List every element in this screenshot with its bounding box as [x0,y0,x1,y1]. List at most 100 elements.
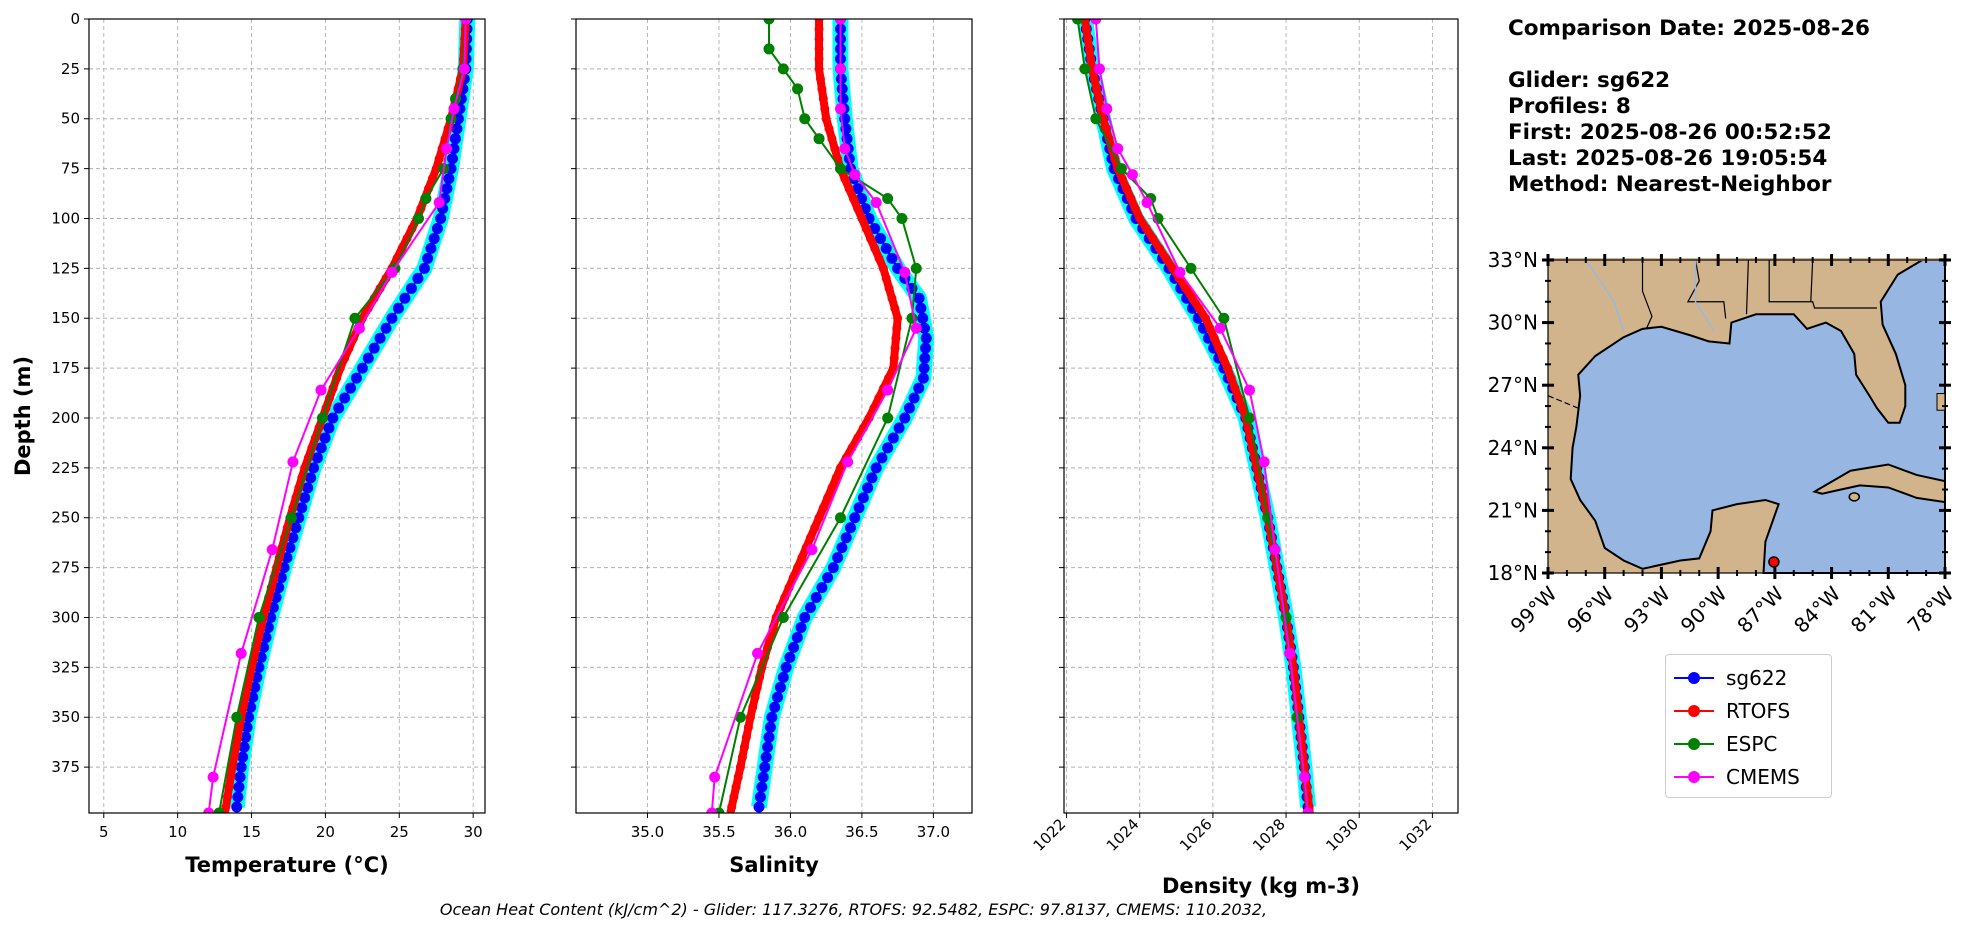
map-y-tick-label: 27°N [1488,373,1538,397]
y-tick-label: 100 [51,209,80,227]
data-point-sg622 [917,372,929,384]
axes-frame [88,18,486,814]
data-point-rtofs [827,483,837,493]
data-point-rtofs [745,712,755,722]
data-point-cmems [1093,63,1105,75]
data-point-rtofs [1154,243,1164,253]
data-point-espc [213,807,225,813]
x-tick-label: 35.5 [702,823,735,841]
data-point-cmems [1258,456,1270,468]
data-point-cmems [910,322,922,334]
data-point-cmems [1126,169,1138,181]
data-point-rtofs [226,772,236,782]
y-tick-label: 300 [51,608,80,626]
y-axis-label: Depth (m) [11,356,35,476]
data-point-sg622 [753,801,765,813]
x-tick-label: 5 [99,823,109,841]
x-tick-label: 1030 [1322,815,1362,855]
country-border [1547,395,1579,409]
data-point-rtofs [244,672,254,682]
info-box: Comparison Date: 2025-08-26 Glider: sg62… [1508,16,1870,198]
x-tick-label: 1028 [1249,815,1289,855]
data-point-sg622 [795,621,807,633]
data-point-sg622 [918,322,930,334]
data-point-espc [813,133,825,145]
data-point-sg622 [769,701,781,713]
data-point-espc [763,19,775,25]
data-point-sg622 [754,791,766,803]
data-point-sg622 [887,432,899,444]
data-point-rtofs [741,732,751,742]
x-tick-label: 25 [390,823,409,841]
data-point-rtofs [884,373,894,383]
data-point-cmems [235,647,247,659]
data-point-sg622 [392,302,404,314]
state-border [1810,259,1814,302]
data-point-cmems [1090,19,1102,25]
data-point-sg622 [832,552,844,564]
data-point-sg622 [302,482,314,494]
y-tick-label: 275 [51,559,80,577]
data-point-sg622 [305,472,317,484]
axes-frame [1063,18,1459,814]
data-point-cmems [834,103,846,115]
data-point-sg622 [866,472,878,484]
series-line-espc [717,19,918,813]
data-point-espc [285,512,297,524]
data-point-sg622 [849,512,861,524]
data-point-rtofs [1226,373,1236,383]
data-point-sg622 [759,761,771,773]
data-point-rtofs [223,792,233,802]
data-point-sg622 [899,412,911,424]
data-point-rtofs [810,523,820,533]
data-point-rtofs [227,762,237,772]
x-tick-label: 1026 [1176,815,1216,855]
map-x-tick-label: 81°W [1846,581,1902,637]
data-point-rtofs [1086,54,1096,64]
data-point-rtofs [1218,353,1228,363]
data-point-rtofs [1122,184,1132,194]
data-point-sg622 [869,222,881,234]
data-point-sg622 [918,362,930,374]
data-point-espc [420,193,432,205]
glider-name: Glider: sg622 [1508,68,1671,93]
cuba [1811,463,1946,504]
data-point-cmems [433,197,445,209]
state-border [1745,259,1749,315]
data-point-rtofs [1126,194,1136,204]
data-point-sg622 [844,522,856,534]
data-point-rtofs [835,463,845,473]
data-point-espc [910,262,922,274]
data-point-rtofs [870,243,880,253]
data-point-rtofs [729,792,739,802]
data-point-sg622 [919,352,931,364]
glider-location-marker [1768,556,1780,568]
data-point-sg622 [766,711,778,723]
y-tick-label: 250 [51,509,80,527]
data-point-rtofs [814,64,824,74]
series-line-rtofs [1080,19,1314,813]
data-point-sg622 [836,542,848,554]
map-y-tick-label: 33°N [1488,248,1538,272]
data-point-rtofs [1234,393,1244,403]
data-point-rtofs [1084,44,1094,54]
data-point-sg622 [296,502,308,514]
data-point-rtofs [431,164,441,174]
data-point-sg622 [777,671,789,683]
data-point-rtofs [830,144,840,154]
data-point-rtofs [238,702,248,712]
data-point-espc [882,412,894,424]
data-point-cmems [834,19,846,25]
x-tick-label: 20 [316,823,335,841]
data-point-rtofs [857,213,867,223]
data-point-rtofs [844,184,854,194]
data-point-rtofs [234,722,244,732]
data-point-rtofs [818,503,828,513]
data-point-rtofs [750,692,760,702]
data-point-rtofs [1181,283,1191,293]
data-point-sg622 [356,362,368,374]
data-point-cmems [834,63,846,75]
data-point-rtofs [884,283,894,293]
data-point-sg622 [422,252,434,264]
data-point-rtofs [737,752,747,762]
